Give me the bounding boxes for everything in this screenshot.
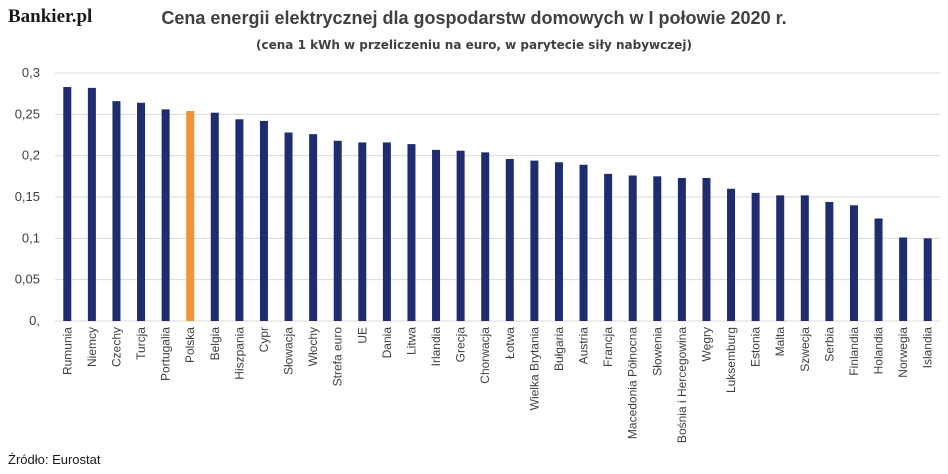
y-tick-label: 0,3 xyxy=(22,65,40,80)
x-tick-label: Bośnia i Hercegowina xyxy=(675,327,689,443)
bar xyxy=(677,177,686,321)
x-tick-label: Luksemburg xyxy=(724,327,738,393)
y-tick-label: 0,25 xyxy=(15,106,40,121)
bar xyxy=(456,150,465,321)
bar xyxy=(432,149,441,321)
bar xyxy=(604,173,613,321)
bar xyxy=(874,218,883,321)
bar xyxy=(628,175,637,321)
x-tick-label: Estonia xyxy=(749,327,763,367)
x-tick-label: Bułgaria xyxy=(552,327,566,371)
bar xyxy=(579,164,588,321)
x-tick-label: Turcja xyxy=(134,327,148,360)
y-tick-label: 0,1 xyxy=(22,230,40,245)
chart-title: Cena energii elektrycznej dla gospodarst… xyxy=(161,8,787,28)
source-note: Źródło: Eurostat xyxy=(8,452,101,467)
bar xyxy=(137,102,146,321)
x-tick-label: Hiszpania xyxy=(232,327,246,380)
bar xyxy=(899,237,908,321)
chart-subtitle: (cena 1 kWh w przeliczeniu na euro, w pa… xyxy=(256,38,692,52)
y-tick-label: 0,15 xyxy=(15,189,40,204)
x-tick-label: Węgry xyxy=(699,327,713,362)
bar xyxy=(186,111,195,321)
x-tick-label: Grecja xyxy=(454,327,468,363)
x-tick-label: Portugalia xyxy=(159,327,173,381)
bar xyxy=(849,205,858,321)
bar xyxy=(751,192,760,321)
bar xyxy=(702,177,711,321)
x-tick-label: Rumunia xyxy=(60,327,74,375)
bar xyxy=(727,188,736,321)
bar xyxy=(235,119,244,321)
x-tick-label: Chorwacja xyxy=(478,327,492,384)
bar xyxy=(161,109,170,321)
bar xyxy=(87,87,96,321)
y-tick-label: 0,05 xyxy=(15,272,40,287)
x-tick-label: Włochy xyxy=(306,327,320,366)
x-tick-label: Finlandia xyxy=(847,327,861,376)
x-tick-label: Słowenia xyxy=(650,327,664,376)
bar xyxy=(653,176,662,321)
y-tick-label: 0, xyxy=(29,313,40,328)
x-tick-label: Czechy xyxy=(109,327,123,367)
bar xyxy=(776,195,785,321)
logo: Bankier.pl xyxy=(8,6,93,27)
x-tick-label: Polska xyxy=(183,327,197,363)
x-tick-label: Irlandia xyxy=(429,327,443,367)
bar xyxy=(309,134,318,321)
x-tick-label: UE xyxy=(355,327,369,344)
x-tick-label: Łotwa xyxy=(503,327,517,359)
x-tick-label: Wielka Brytania xyxy=(527,327,541,411)
x-tick-label: Austria xyxy=(577,327,591,365)
bar xyxy=(554,162,563,321)
bar xyxy=(284,132,293,321)
bar xyxy=(530,160,539,321)
x-tick-label: Serbia xyxy=(822,327,836,362)
bar xyxy=(210,112,219,322)
bar xyxy=(333,140,342,321)
bar xyxy=(505,158,514,321)
x-tick-label: Szwecja xyxy=(798,327,812,372)
bar xyxy=(382,142,391,321)
bar xyxy=(112,101,121,322)
x-tick-label: Macedonia Północna xyxy=(626,327,640,439)
x-tick-label: Słowacja xyxy=(282,327,296,375)
x-tick-label: Holandia xyxy=(872,327,886,375)
bar xyxy=(358,142,367,321)
bar xyxy=(825,201,834,321)
x-tick-label: Dania xyxy=(380,327,394,359)
bar xyxy=(481,152,490,321)
bar xyxy=(923,238,932,321)
y-tick-label: 0,2 xyxy=(22,148,40,163)
x-tick-label: Litwa xyxy=(404,327,418,355)
bar xyxy=(259,120,268,322)
x-tick-label: Islandia xyxy=(921,327,935,369)
x-tick-label: Strefa euro xyxy=(331,327,345,387)
bar xyxy=(407,144,416,321)
x-tick-label: Francja xyxy=(601,327,615,367)
x-tick-label: Cypr xyxy=(257,327,271,352)
bar xyxy=(800,195,809,321)
x-tick-label: Niemcy xyxy=(85,327,99,367)
x-tick-label: Norwegia xyxy=(896,327,910,378)
bar xyxy=(63,87,72,321)
x-tick-label: Belgia xyxy=(208,327,222,361)
x-tick-label: Malta xyxy=(773,327,787,357)
